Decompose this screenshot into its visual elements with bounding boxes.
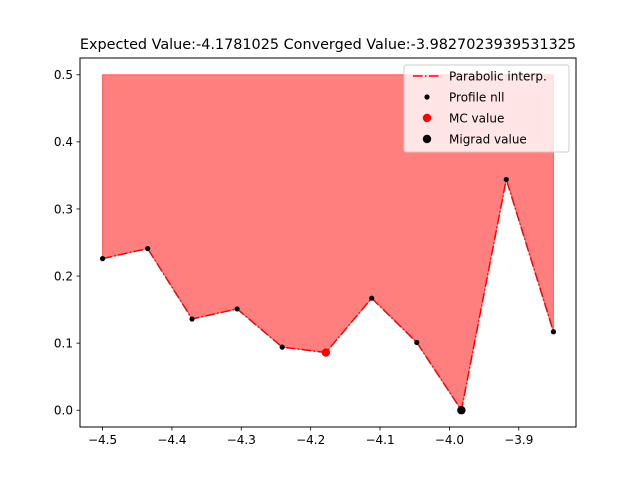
x-tick-label: −4.3 bbox=[227, 433, 256, 447]
legend-marker-swatch bbox=[422, 113, 432, 123]
axes: −4.5 −4.4 −4.3 −4.2 −4.1 −4.0 −3.9 0.0 0.1 0.2 0.3… bbox=[54, 57, 577, 447]
legend-label: Migrad value bbox=[449, 132, 527, 146]
profile-nll-point bbox=[279, 344, 285, 350]
x-tick-label: −4.4 bbox=[157, 433, 186, 447]
profile-nll-point bbox=[369, 295, 375, 301]
migrad-value-point bbox=[457, 406, 466, 415]
mc-value-point bbox=[321, 348, 331, 357]
profile-nll-point bbox=[145, 245, 151, 252]
legend-point-swatch bbox=[424, 94, 430, 100]
legend: Parabolic interp. Profile nll MC value Migr… bbox=[403, 64, 570, 153]
profile-nll-point bbox=[414, 339, 420, 346]
profile-nll-point bbox=[503, 176, 509, 183]
legend-label: Parabolic interp. bbox=[449, 69, 547, 83]
legend-box bbox=[403, 64, 570, 153]
axes-frame bbox=[79, 57, 577, 428]
y-tick-label: 0.4 bbox=[54, 135, 73, 149]
profile-nll-point bbox=[550, 329, 557, 335]
y-tick-label: 0.0 bbox=[54, 404, 73, 418]
profile-nll-point bbox=[99, 256, 106, 262]
legend-marker-swatch bbox=[422, 134, 432, 144]
profile-nll-point bbox=[234, 306, 240, 312]
x-tick-label: −4.5 bbox=[88, 433, 117, 447]
legend-label: MC value bbox=[449, 111, 504, 125]
x-tick-label: −4.1 bbox=[365, 433, 394, 447]
y-tick-label: 0.3 bbox=[54, 202, 73, 216]
x-tick-label: −4.2 bbox=[296, 433, 325, 447]
y-tick-label: 0.5 bbox=[54, 68, 73, 82]
x-tick-label: −4.0 bbox=[435, 433, 464, 447]
chart-title: Expected Value:-4.1781025 Converged Valu… bbox=[80, 37, 576, 53]
legend-label: Profile nll bbox=[449, 90, 504, 104]
x-tick-label: −3.9 bbox=[504, 433, 533, 447]
profile-nll-point bbox=[189, 316, 195, 322]
plot-area bbox=[99, 74, 557, 415]
y-tick-label: 0.2 bbox=[54, 269, 73, 283]
y-tick-label: 0.1 bbox=[54, 336, 73, 350]
